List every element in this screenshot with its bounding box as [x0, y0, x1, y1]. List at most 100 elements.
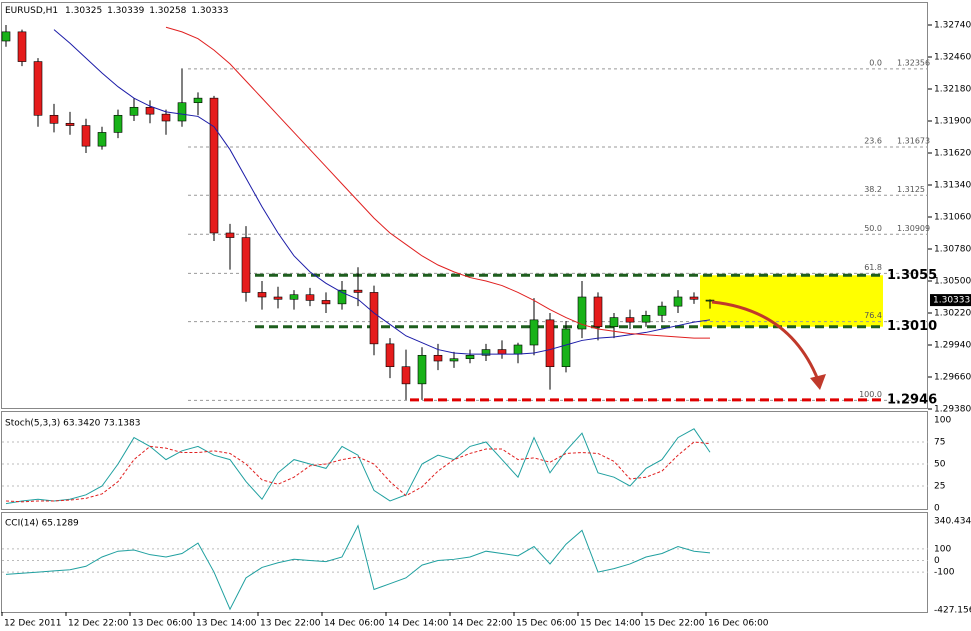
cci-tick-label: 340.4347 [934, 517, 971, 527]
candle-body [337, 289, 347, 305]
y-tick-label: 1.30780 [934, 245, 971, 255]
candle-body [81, 125, 91, 147]
arrow-head [810, 374, 826, 390]
candle-body [497, 349, 507, 355]
fib-ratio: 23.6 [864, 136, 882, 145]
y-tick-label: 1.31060 [934, 213, 971, 223]
candle-body [225, 232, 235, 238]
y-tick-label: 1.31900 [934, 117, 971, 127]
candle-body [545, 319, 555, 368]
x-tick-label: 12 Dec 2011 [4, 619, 62, 629]
stoch-tick-label: 75 [934, 438, 945, 448]
candle-body [529, 319, 539, 346]
last-price-box [930, 294, 971, 307]
candle-body [17, 31, 27, 62]
candle-body [321, 300, 331, 305]
candle-body [593, 296, 603, 328]
candle-body [641, 314, 651, 323]
x-tick-label: 13 Dec 06:00 [132, 619, 193, 629]
fib-ratio: 50.0 [864, 224, 882, 233]
stoch-tick-label: 25 [934, 482, 945, 492]
candle-body [385, 343, 395, 368]
candle-body [625, 317, 635, 323]
stoch-tick-label: 0 [934, 504, 940, 514]
candle-body [209, 97, 219, 234]
x-tick-label: 13 Dec 22:00 [260, 619, 321, 629]
y-tick-label: 1.29940 [934, 341, 971, 351]
x-tick-label: 16 Dec 06:00 [708, 619, 769, 629]
candle-body [49, 114, 59, 124]
fib-ratio: 100.0 [859, 390, 882, 399]
symbol: EURUSD,H1 [5, 6, 58, 16]
candle-body [33, 61, 43, 116]
zone [700, 275, 883, 327]
arrow [711, 300, 820, 381]
candle-body [657, 305, 667, 316]
candle-body [689, 296, 699, 300]
x-tick-label: 14 Dec 06:00 [324, 619, 385, 629]
close: 1.30333 [191, 6, 228, 16]
stoch-signal [5, 441, 711, 503]
cci-tick-label: 0 [934, 556, 940, 566]
moving-average [53, 29, 711, 355]
x-tick-label: 14 Dec 14:00 [388, 619, 449, 629]
candle-body [561, 328, 571, 368]
candle-body [145, 106, 155, 115]
candle-body [1, 31, 11, 42]
candle-body [273, 296, 283, 300]
y-tick-label: 1.30220 [934, 309, 971, 319]
fib-ratio: 0.0 [869, 58, 882, 67]
candle-body [705, 299, 715, 302]
y-tick-label: 1.32460 [934, 53, 971, 63]
candle-body [433, 354, 443, 362]
candle-body [305, 294, 315, 301]
moving-average [165, 26, 710, 339]
candle-body [289, 294, 299, 300]
y-tick-label: 1.31620 [934, 149, 971, 159]
candle-body [577, 296, 587, 330]
candle-body [161, 113, 171, 122]
level-label: 1.3055 [887, 268, 937, 283]
cci-line [5, 524, 711, 611]
candle-body [113, 114, 123, 133]
fib-ratio: 76.4 [864, 311, 882, 320]
candle-body [369, 292, 379, 345]
stoch-main [5, 428, 711, 505]
y-tick-label: 1.31340 [934, 181, 971, 191]
y-tick-label: 1.32180 [934, 85, 971, 95]
y-tick-label: 1.30500 [934, 277, 971, 287]
fib-price: 1.31673 [897, 136, 930, 145]
high: 1.30339 [107, 6, 144, 16]
stoch-tick-label: 100 [934, 416, 951, 426]
x-tick-label: 13 Dec 14:00 [196, 619, 257, 629]
level-label: 1.3010 [887, 319, 937, 334]
fib-ratio: 38.2 [864, 185, 882, 194]
x-tick-label: 15 Dec 22:00 [644, 619, 705, 629]
candle-body [97, 132, 107, 147]
header: EURUSD,H1 1.30325 1.30339 1.30258 1.3033… [5, 6, 229, 16]
candle-body [257, 292, 267, 298]
candle-body [65, 122, 75, 126]
candle-body [609, 317, 619, 328]
candle-body [193, 97, 203, 104]
x-tick-label: 15 Dec 14:00 [580, 619, 641, 629]
candle-body [353, 289, 363, 293]
x-tick-label: 12 Dec 22:00 [68, 619, 129, 629]
main-panel [1, 2, 928, 409]
cci-tick-label: 100 [934, 544, 951, 554]
cci-panel [1, 512, 928, 613]
last-price: 1.30333 [933, 296, 970, 306]
candle-body [241, 237, 251, 293]
fib-price: 1.3125 [897, 185, 925, 194]
open: 1.30325 [65, 6, 102, 16]
candle-body [465, 354, 475, 360]
candle-body [417, 354, 427, 385]
candle-body [177, 102, 187, 122]
x-tick-label: 14 Dec 22:00 [452, 619, 513, 629]
y-tick-label: 1.29380 [934, 405, 971, 415]
candle-body [449, 358, 459, 362]
stoch-tick-label: 50 [934, 460, 946, 470]
candle-body [513, 344, 523, 355]
candle-body [481, 349, 491, 356]
